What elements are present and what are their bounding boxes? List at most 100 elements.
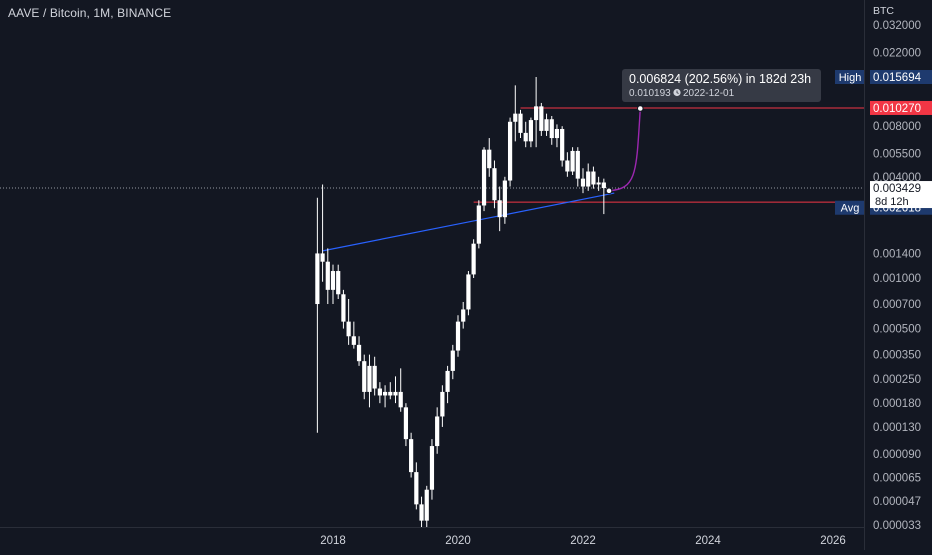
candle bbox=[356, 336, 362, 366]
candle bbox=[377, 382, 382, 404]
candle-body bbox=[398, 391, 403, 408]
tooltip-target-date: 2022-12-01 bbox=[683, 88, 735, 99]
candle bbox=[513, 85, 518, 142]
price-tick-label: 0.004000 bbox=[873, 172, 921, 184]
candle-body bbox=[377, 388, 382, 396]
candle-body bbox=[362, 361, 367, 392]
projection-end-point bbox=[636, 105, 644, 112]
candle bbox=[362, 354, 367, 400]
candle bbox=[591, 166, 596, 189]
candle-body bbox=[586, 171, 591, 187]
chart-title: AAVE / Bitcoin, 1M, BINANCE bbox=[8, 6, 172, 20]
clock-icon bbox=[673, 88, 681, 97]
candle-body bbox=[523, 132, 528, 142]
candle-body bbox=[471, 243, 476, 275]
avg-marker-label: Avg bbox=[841, 203, 860, 215]
candle-body bbox=[476, 205, 481, 244]
tooltip-change-text: 0.006824 (202.56%) in 182d 23h bbox=[629, 72, 811, 86]
candle-body bbox=[554, 128, 560, 139]
projection-start-point bbox=[605, 187, 613, 195]
candle-body bbox=[518, 113, 523, 133]
trendline bbox=[322, 192, 615, 252]
candle-body bbox=[560, 128, 565, 161]
candle bbox=[492, 160, 497, 209]
time-tick-label: 2018 bbox=[320, 535, 346, 547]
last-price-tag bbox=[870, 181, 932, 209]
candle bbox=[476, 200, 481, 249]
candle bbox=[502, 176, 507, 224]
candle bbox=[554, 124, 560, 148]
price-axis-separator bbox=[864, 0, 865, 550]
candle bbox=[398, 368, 403, 412]
candle bbox=[450, 344, 455, 380]
candle bbox=[523, 121, 528, 148]
candle bbox=[497, 186, 502, 232]
candle-body bbox=[481, 149, 487, 206]
candle-body bbox=[429, 446, 435, 490]
candle-body bbox=[336, 271, 341, 295]
candle bbox=[565, 152, 570, 177]
candle bbox=[539, 102, 544, 136]
price-tick-label: 0.008000 bbox=[873, 121, 921, 133]
candle-body bbox=[346, 321, 351, 337]
candle bbox=[424, 485, 429, 527]
candle-body bbox=[388, 391, 393, 396]
price-tick-label: 0.005500 bbox=[873, 149, 921, 161]
candle-body bbox=[466, 274, 471, 310]
candle-body bbox=[570, 150, 575, 172]
high-marker-tag bbox=[870, 70, 932, 85]
high-marker-value: 0.015694 bbox=[873, 72, 922, 84]
candle-body bbox=[393, 391, 398, 396]
price-tick-label: 0.000500 bbox=[873, 324, 921, 336]
candle-body bbox=[461, 309, 466, 322]
candle-body bbox=[450, 350, 455, 371]
candle-body bbox=[445, 370, 450, 392]
time-tick-label: 2026 bbox=[820, 535, 846, 547]
candle bbox=[575, 147, 580, 187]
price-tick-label: 0.022000 bbox=[873, 47, 921, 59]
time-axis-separator bbox=[0, 527, 864, 528]
price-tick-label: 0.001000 bbox=[873, 273, 921, 285]
candle bbox=[372, 356, 377, 396]
candle bbox=[429, 439, 435, 500]
candle bbox=[336, 264, 341, 299]
candle-body bbox=[367, 365, 372, 392]
price-tick-label: 0.001400 bbox=[873, 248, 921, 260]
candle-body bbox=[502, 180, 507, 218]
price-tick-label: 0.000065 bbox=[873, 473, 921, 485]
candle-body bbox=[596, 182, 601, 185]
avg-marker-label-tag bbox=[835, 200, 865, 215]
candle-body bbox=[320, 253, 325, 262]
candle bbox=[445, 365, 450, 404]
candle bbox=[414, 462, 419, 510]
candle-body bbox=[330, 271, 336, 290]
candle-body bbox=[528, 120, 534, 142]
price-tick-label: 0.000090 bbox=[873, 449, 921, 461]
candle bbox=[346, 298, 351, 345]
candle bbox=[528, 117, 534, 148]
candle bbox=[466, 271, 471, 316]
target-marker-value: 0.010270 bbox=[873, 103, 921, 115]
time-tick-label: 2020 bbox=[445, 535, 471, 547]
candle-body bbox=[315, 253, 320, 305]
candle bbox=[367, 354, 372, 408]
clock-hands bbox=[676, 90, 679, 94]
candle bbox=[315, 197, 320, 433]
candle-body bbox=[325, 261, 330, 290]
candle bbox=[351, 321, 356, 349]
time-tick-label: 2024 bbox=[695, 535, 721, 547]
candle bbox=[471, 239, 476, 278]
candle bbox=[560, 126, 565, 167]
candle bbox=[419, 496, 424, 527]
candle bbox=[325, 248, 330, 305]
candle bbox=[388, 382, 393, 400]
candle bbox=[320, 184, 325, 282]
candle-body bbox=[341, 294, 346, 322]
price-tick-label: 0.000180 bbox=[873, 398, 921, 410]
candle bbox=[435, 407, 440, 454]
candle-body bbox=[487, 149, 492, 169]
price-tick-label: 0.000033 bbox=[873, 520, 921, 532]
candle-body bbox=[372, 365, 377, 389]
